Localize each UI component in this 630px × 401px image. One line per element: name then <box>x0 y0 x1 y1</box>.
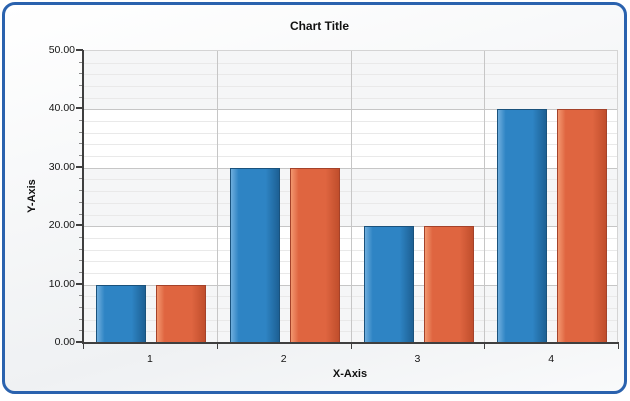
minor-gridline <box>83 191 617 193</box>
y-tick-label: 10.00 <box>48 277 75 290</box>
chart-layer: Chart Title Y-Axis X-Axis 0.00 10.00 20.00… <box>10 10 629 396</box>
minor-gridline <box>83 86 617 88</box>
major-gridline <box>83 226 617 228</box>
y-minor-tick <box>79 155 83 157</box>
x-tick <box>618 344 619 349</box>
x-tick <box>83 344 84 349</box>
y-major-tick <box>76 165 83 168</box>
y-tick-label: 50.00 <box>48 44 75 56</box>
major-gridline <box>83 167 617 169</box>
y-minor-tick <box>79 260 83 262</box>
category-gridline <box>484 51 486 342</box>
y-minor-tick <box>79 85 83 87</box>
y-major-tick <box>76 107 83 110</box>
y-minor-tick <box>79 271 83 273</box>
x-tick-label: 1 <box>146 353 153 365</box>
y-major-tick <box>76 49 83 51</box>
minor-gridline <box>83 179 617 181</box>
y-major-tick <box>76 224 83 227</box>
minor-gridline <box>83 319 617 321</box>
bar[interactable] <box>423 226 474 342</box>
bar[interactable] <box>363 226 414 342</box>
y-minor-tick <box>79 178 83 180</box>
y-minor-tick <box>79 201 83 203</box>
y-minor-tick <box>79 213 83 215</box>
x-tick <box>350 344 352 349</box>
x-tick <box>484 344 486 349</box>
minor-gridline <box>83 249 617 251</box>
bar[interactable] <box>156 284 206 342</box>
x-tick-label: 2 <box>280 353 287 365</box>
y-minor-tick <box>79 295 83 297</box>
minor-gridline <box>83 296 617 298</box>
y-minor-tick <box>79 236 83 238</box>
y-minor-tick <box>79 131 83 133</box>
y-minor-tick <box>79 73 83 75</box>
x-axis-title: X-Axis <box>332 368 368 380</box>
minor-gridline <box>83 132 617 134</box>
minor-gridline <box>83 202 617 204</box>
minor-gridline <box>83 74 617 76</box>
x-tick-label: 4 <box>548 353 555 365</box>
x-tick-label: 3 <box>414 353 421 365</box>
minor-gridline <box>83 331 617 333</box>
chart-panel: Chart Title Y-Axis X-Axis 0.00 10.00 20.00… <box>2 2 627 394</box>
y-tick-label: 0.00 <box>54 336 75 348</box>
bar[interactable] <box>289 167 340 342</box>
category-gridline <box>350 51 352 342</box>
plot-band <box>83 51 617 110</box>
minor-gridline <box>83 272 617 274</box>
y-minor-tick <box>79 306 83 308</box>
minor-gridline <box>83 156 617 158</box>
minor-gridline <box>83 307 617 309</box>
bar[interactable] <box>96 284 146 342</box>
y-minor-tick <box>79 61 83 63</box>
y-tick-label: 20.00 <box>48 219 75 232</box>
y-minor-tick <box>79 120 83 122</box>
y-tick-label: 30.00 <box>48 160 75 173</box>
plot-area <box>83 50 618 342</box>
y-minor-tick <box>79 190 83 192</box>
category-gridline <box>216 51 218 342</box>
bar[interactable] <box>229 167 280 342</box>
minor-gridline <box>83 144 617 146</box>
minor-gridline <box>83 214 617 216</box>
chart-title: Chart Title <box>289 19 350 33</box>
y-axis-line <box>82 50 84 343</box>
minor-gridline <box>83 261 617 263</box>
y-minor-tick <box>79 318 83 320</box>
y-tick-label: 40.00 <box>48 102 75 115</box>
y-minor-tick <box>79 330 83 332</box>
bar[interactable] <box>497 109 548 342</box>
x-axis-line <box>82 342 619 344</box>
y-major-tick <box>76 341 83 343</box>
y-major-tick <box>76 282 83 285</box>
y-minor-tick <box>79 248 83 250</box>
minor-gridline <box>83 97 617 99</box>
y-minor-tick <box>79 96 83 98</box>
major-gridline <box>83 284 617 286</box>
minor-gridline <box>83 62 617 64</box>
minor-gridline <box>83 121 617 123</box>
bar[interactable] <box>557 109 608 342</box>
major-gridline <box>83 109 617 111</box>
minor-gridline <box>83 237 617 239</box>
x-tick <box>216 344 218 349</box>
y-minor-tick <box>79 143 83 145</box>
